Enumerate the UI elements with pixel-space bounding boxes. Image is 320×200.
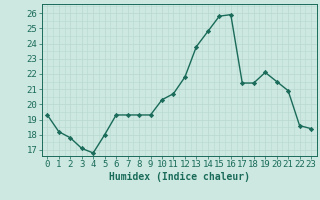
- X-axis label: Humidex (Indice chaleur): Humidex (Indice chaleur): [109, 172, 250, 182]
